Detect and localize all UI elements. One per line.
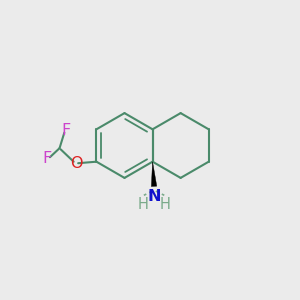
Text: F: F <box>61 123 70 138</box>
Text: F: F <box>42 151 52 166</box>
Text: H: H <box>137 197 148 212</box>
Text: O: O <box>70 156 82 171</box>
Text: H: H <box>160 197 171 212</box>
Polygon shape <box>152 162 157 187</box>
Text: N: N <box>147 189 161 204</box>
